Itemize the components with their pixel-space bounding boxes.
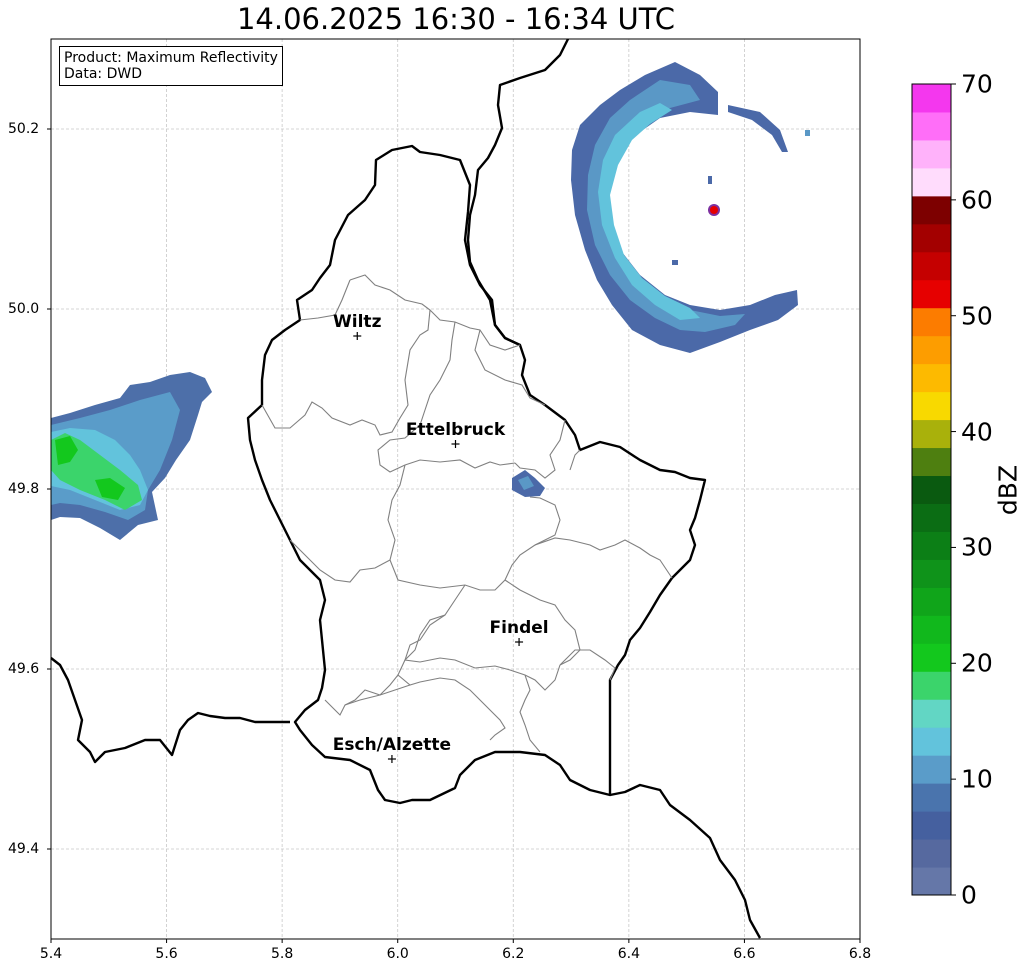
y-tick-label: 49.6 [8, 661, 40, 677]
colorbar-segment [912, 307, 951, 337]
city-label: Esch/Alzette [332, 735, 452, 755]
colorbar-tick-label: 0 [961, 880, 977, 910]
city-label: Findel [489, 618, 549, 638]
colorbar-segment [912, 195, 951, 225]
x-tick-label: 6.0 [386, 946, 409, 962]
colorbar-segment [912, 279, 951, 309]
x-tick-label: 5.4 [39, 946, 63, 962]
colorbar-segment [912, 755, 951, 784]
city-markers [353, 332, 524, 763]
colorbar-segment [912, 615, 951, 644]
colorbar-segment [912, 839, 951, 868]
colorbar-label: dBZ [993, 464, 1023, 516]
y-tick-label: 49.8 [8, 481, 40, 497]
y-tick-label: 50.0 [8, 301, 40, 317]
colorbar-segment [912, 811, 951, 840]
colorbar-segment [912, 419, 951, 449]
colorbar-segment [912, 671, 951, 700]
x-tick-label: 6.6 [733, 946, 756, 962]
colorbar-segment [912, 643, 951, 672]
city-marker [451, 440, 460, 448]
colorbar-segment [912, 84, 951, 113]
city-marker [387, 755, 396, 763]
colorbar-segment [912, 531, 951, 560]
x-tick-label: 5.8 [271, 946, 294, 962]
colorbar-segment [912, 447, 951, 477]
colorbar-tick-label: 60 [961, 185, 993, 215]
x-tick-label: 6.2 [502, 946, 525, 962]
city-label: Ettelbruck [405, 420, 506, 440]
colorbar-segment [912, 475, 951, 504]
colorbar-tick-label: 30 [961, 532, 993, 562]
colorbar-segment [912, 363, 951, 393]
france-border [50, 657, 290, 764]
colorbar-segment [912, 223, 951, 253]
colorbar-tick-label: 70 [961, 69, 993, 99]
product-label: Product: Maximum Reflectivity [64, 50, 278, 66]
y-tick-label: 50.2 [8, 121, 40, 137]
y-tick-label: 49.4 [8, 841, 40, 857]
colorbar-tick-label: 50 [961, 301, 993, 331]
colorbar-segment [912, 139, 951, 169]
x-tick-label: 5.6 [155, 946, 178, 962]
colorbar-segment [912, 727, 951, 756]
colorbar-segment [912, 167, 951, 197]
radar-echo-ettelbruck [512, 470, 545, 497]
colorbar-segment [912, 783, 951, 812]
axis-tick-marks [47, 128, 861, 943]
city-marker [515, 638, 524, 646]
colorbar-tick-label: 20 [961, 648, 993, 678]
colorbar-frame [911, 83, 952, 896]
colorbar-segment [912, 867, 951, 896]
colorbar-segment [912, 335, 951, 365]
canton-boundaries [261, 274, 673, 753]
map-title: 14.06.2025 16:30 - 16:34 UTC [236, 2, 676, 36]
colorbar-segment [912, 699, 951, 728]
colorbar [911, 83, 956, 896]
x-tick-label: 6.4 [617, 946, 640, 962]
colorbar-tick-label: 40 [961, 417, 993, 447]
city-label: Wiltz [333, 312, 382, 332]
colorbar-tick-label: 10 [961, 764, 993, 794]
city-marker [353, 332, 362, 340]
data-source-label: Data: DWD [64, 66, 142, 82]
colorbar-segment [912, 251, 951, 281]
radar-site-marker [708, 204, 720, 216]
radar-echo-west-storm [51, 372, 212, 540]
colorbar-segment [912, 503, 951, 532]
radar-echo-clutter-ring [571, 62, 810, 353]
colorbar-segment [912, 559, 951, 588]
colorbar-segment [912, 587, 951, 616]
info-box: Product: Maximum Reflectivity Data: DWD [59, 46, 283, 86]
germany-border [466, 38, 762, 939]
x-tick-label: 6.8 [848, 946, 872, 962]
colorbar-segment [912, 391, 951, 421]
colorbar-segment [912, 111, 951, 141]
